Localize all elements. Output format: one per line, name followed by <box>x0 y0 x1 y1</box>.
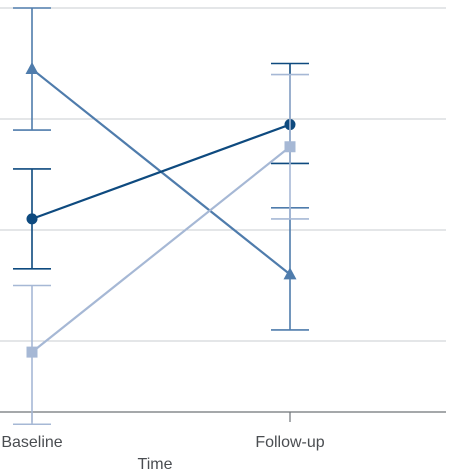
x-axis <box>0 411 446 422</box>
data-point-triangle <box>25 62 39 75</box>
series-group <box>13 7 309 426</box>
x-tick-label-baseline: Baseline <box>1 434 62 451</box>
gridlines <box>0 7 446 342</box>
x-tick-labels: Baseline Follow-up <box>1 434 324 451</box>
data-point-triangle <box>283 267 297 280</box>
x-axis-label: Time <box>138 456 173 473</box>
data-point-circle <box>26 213 38 225</box>
series-line <box>31 145 291 353</box>
series-triangle <box>13 7 309 331</box>
data-point-square <box>284 141 296 153</box>
data-point-square <box>26 346 38 358</box>
series-line <box>31 123 291 220</box>
x-tick-label-follow-up: Follow-up <box>255 434 324 451</box>
series-square <box>13 73 309 426</box>
